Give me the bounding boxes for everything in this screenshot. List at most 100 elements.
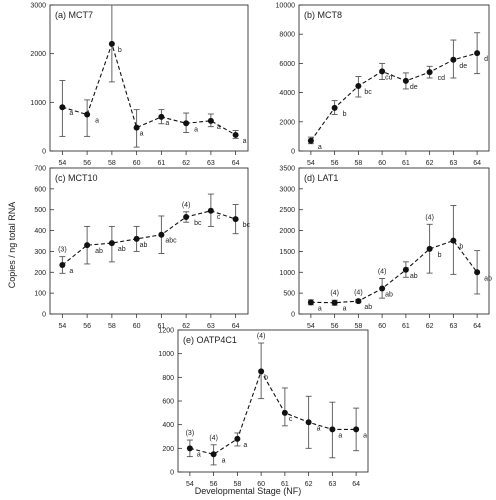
significance-letter: cd xyxy=(385,74,393,81)
data-point xyxy=(450,237,457,244)
x-tick-label: 63 xyxy=(449,323,457,330)
x-tick-label: 62 xyxy=(426,323,434,330)
sample-size-label: (4) xyxy=(257,333,266,340)
data-point xyxy=(331,299,338,306)
data-point xyxy=(183,214,190,221)
data-point xyxy=(307,299,314,306)
sample-size-label: (4) xyxy=(209,435,218,442)
significance-letter: de xyxy=(410,84,418,91)
significance-letter: de xyxy=(459,63,467,70)
data-point xyxy=(426,69,433,76)
significance-letter: b xyxy=(264,374,268,381)
plot-frame xyxy=(298,167,490,315)
sample-size-label: (3) xyxy=(186,430,195,437)
x-tick-label: 64 xyxy=(473,160,481,167)
significance-letter: a xyxy=(343,306,347,313)
y-tick-label: 4000 xyxy=(279,90,295,97)
data-point xyxy=(426,245,433,252)
x-tick-label: 63 xyxy=(207,160,215,167)
sample-size-label: (3) xyxy=(58,247,67,254)
data-point xyxy=(183,120,190,127)
significance-letter: a xyxy=(338,432,342,439)
significance-letter: ab xyxy=(364,304,372,311)
significance-letter: a xyxy=(69,268,73,275)
data-point xyxy=(331,104,338,111)
data-point xyxy=(329,426,336,433)
x-tick-label: 56 xyxy=(331,323,339,330)
significance-letter: ab xyxy=(140,242,148,249)
data-point xyxy=(210,451,217,458)
y-tick-label: 100 xyxy=(34,291,46,298)
y-tick-label: 2000 xyxy=(30,51,46,58)
y-tick-label: 400 xyxy=(162,422,174,429)
y-tick-label: 700 xyxy=(34,166,46,173)
data-point xyxy=(402,77,409,84)
significance-letter: bc xyxy=(243,222,251,229)
x-tick-label: 58 xyxy=(108,323,116,330)
chart-panel: 0 1000 2000 3000 54 56 58 60 61 62 63 64 (a) MCT7 a a b… xyxy=(30,3,249,167)
x-tick-label: 64 xyxy=(352,481,360,488)
y-tick-label: 3500 xyxy=(279,166,295,173)
significance-letter: ab xyxy=(118,246,126,253)
y-tick-label: 200 xyxy=(34,270,46,277)
x-tick-label: 61 xyxy=(402,323,410,330)
significance-letter: a xyxy=(317,425,321,432)
x-tick-label: 64 xyxy=(232,323,240,330)
data-point xyxy=(402,266,409,273)
series-line xyxy=(310,239,478,304)
significance-letter: a xyxy=(318,305,322,312)
panel-title: (d) LAT1 xyxy=(304,173,338,183)
y-tick-label: 1200 xyxy=(158,328,174,335)
x-tick-label: 58 xyxy=(354,323,362,330)
x-tick-label: 54 xyxy=(307,323,315,330)
data-point xyxy=(232,216,239,223)
y-tick-label: 300 xyxy=(34,249,46,256)
data-point xyxy=(353,426,360,433)
plot-frame xyxy=(177,329,369,473)
data-point xyxy=(133,124,140,131)
significance-letter: ab xyxy=(484,275,492,282)
x-tick-label: 61 xyxy=(157,160,165,167)
y-tick-label: 2000 xyxy=(279,119,295,126)
y-tick-label: 1000 xyxy=(279,270,295,277)
data-point xyxy=(232,131,239,138)
x-tick-label: 54 xyxy=(186,481,194,488)
y-tick-label: 1500 xyxy=(279,249,295,256)
data-point xyxy=(450,56,457,63)
y-tick-label: 3000 xyxy=(279,186,295,193)
data-point xyxy=(234,435,241,442)
data-point xyxy=(108,240,115,247)
x-tick-label: 64 xyxy=(473,323,481,330)
y-tick-label: 0 xyxy=(291,312,295,319)
significance-letter: ab xyxy=(95,248,103,255)
data-point xyxy=(108,40,115,47)
significance-letter: bc xyxy=(194,220,202,227)
significance-letter: a xyxy=(363,432,367,439)
data-point xyxy=(207,117,214,124)
chart-panel: 0 200 400 600 800 1000 1200 54 56 58 60 61 62 63 64 (e)… xyxy=(158,328,369,488)
significance-letter: a xyxy=(194,126,198,133)
sample-size-label: (4) xyxy=(378,269,387,276)
x-tick-label: 60 xyxy=(133,323,141,330)
significance-letter: ab xyxy=(385,292,393,299)
x-tick-label: 58 xyxy=(233,481,241,488)
significance-letter: a xyxy=(95,118,99,125)
x-tick-label: 63 xyxy=(449,160,457,167)
data-point xyxy=(258,368,265,375)
x-axis-label: Developmental Stage (NF) xyxy=(195,486,302,496)
x-tick-label: 61 xyxy=(281,481,289,488)
y-tick-label: 800 xyxy=(162,375,174,382)
y-tick-label: 0 xyxy=(42,312,46,319)
sample-size-label: (4) xyxy=(354,289,363,296)
significance-letter: d xyxy=(484,56,488,63)
significance-letter: a xyxy=(318,144,322,151)
data-point xyxy=(355,83,362,90)
sample-size-label: (4) xyxy=(425,214,434,221)
y-tick-label: 3000 xyxy=(30,3,46,10)
data-point xyxy=(379,285,386,292)
y-tick-label: 200 xyxy=(162,446,174,453)
x-tick-label: 56 xyxy=(83,323,91,330)
significance-letter: b xyxy=(438,252,442,259)
sample-size-label: (4) xyxy=(330,290,339,297)
